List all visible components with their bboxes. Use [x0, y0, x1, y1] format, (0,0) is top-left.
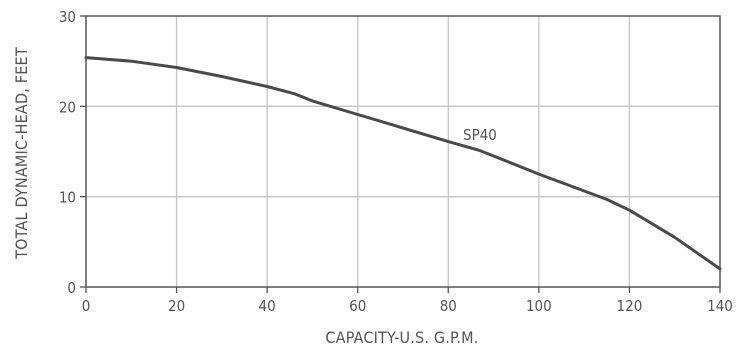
x-tick-label: 20 — [168, 297, 185, 315]
x-tick-label: 60 — [349, 297, 366, 315]
axis-ticks: 0 20 40 60 80 100 120 140 0 10 20 30 — [59, 8, 733, 315]
plot-frame — [85, 15, 721, 288]
y-tick-label: 0 — [67, 279, 76, 297]
y-tick-label: 10 — [59, 189, 76, 207]
curve-layer — [84, 56, 722, 271]
series-line-sp40 — [84, 56, 722, 271]
x-tick-label: 100 — [526, 297, 552, 315]
x-axis-title: CAPACITY-U.S. G.P.M. — [325, 328, 478, 347]
x-tick-label: 40 — [259, 297, 276, 315]
grid — [86, 16, 720, 287]
y-tick-label: 20 — [59, 98, 76, 116]
x-tick-label: 120 — [617, 297, 643, 315]
y-tick-label: 30 — [59, 8, 76, 26]
x-tick-label: 80 — [440, 297, 457, 315]
x-tick-label: 140 — [707, 297, 733, 315]
x-tick-label: 0 — [82, 297, 91, 315]
series-label-sp40: SP40 — [463, 126, 497, 144]
y-axis-title: TOTAL DYNAMIC-HEAD, FEET — [12, 47, 31, 260]
